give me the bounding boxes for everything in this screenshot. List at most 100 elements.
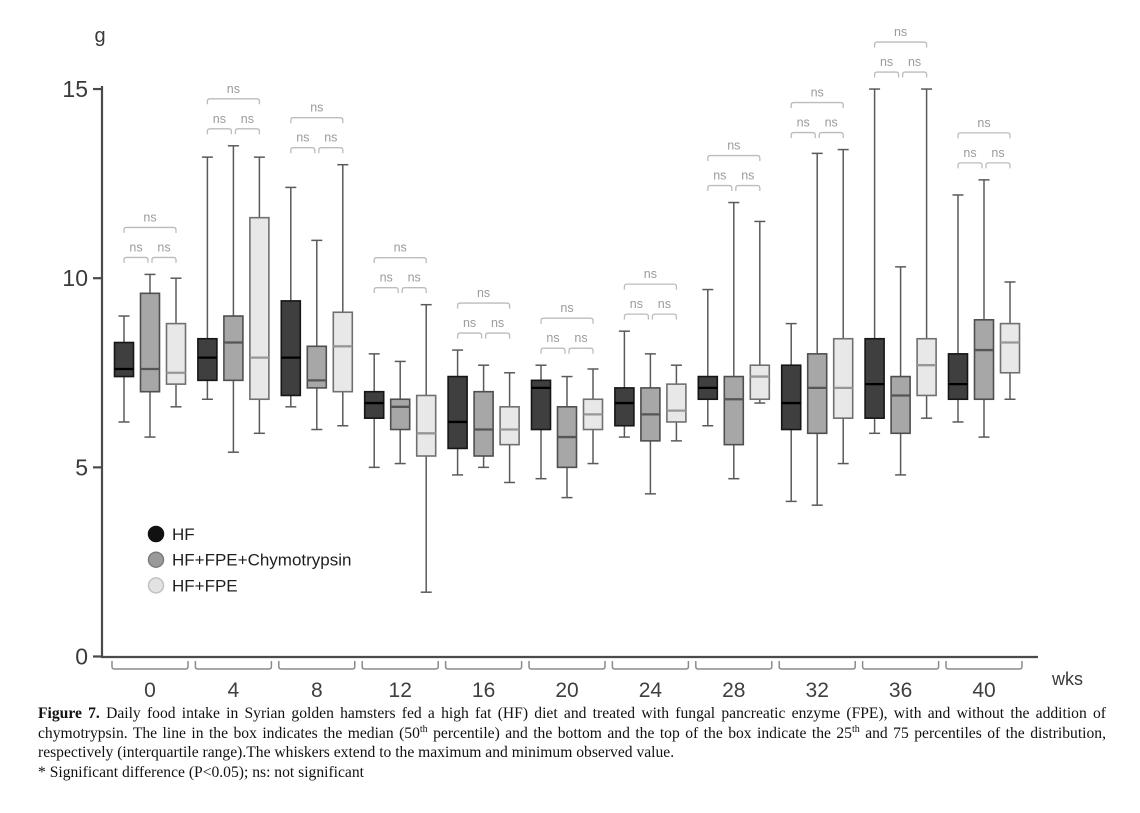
ns-label: ns — [546, 331, 559, 345]
iqr-box — [806, 353, 828, 435]
box-HF-wk20 — [530, 364, 552, 480]
axes — [93, 86, 1038, 659]
x-tick-label: 16 — [472, 679, 495, 702]
pair-bracket-right — [568, 347, 594, 354]
ns-label: ns — [658, 297, 671, 311]
y-tick-label: 10 — [62, 265, 88, 291]
box-HF-wk12 — [363, 353, 385, 469]
x-tick-label: 32 — [806, 679, 829, 702]
legend-item: HF+FPE+Chymotrypsin — [147, 551, 352, 570]
iqr-box — [415, 394, 437, 457]
box-HF-FPE-wk4 — [249, 156, 270, 435]
box-HF-wk8 — [280, 186, 302, 408]
box-HF-FPE-wk12 — [415, 303, 437, 593]
iqr-box — [306, 345, 328, 389]
box-HF-FPE-Chymotrypsin-wk12 — [389, 360, 411, 465]
significance-wk24 — [623, 283, 678, 320]
y-tick-label: 15 — [62, 76, 88, 102]
ns-label: ns — [977, 116, 990, 130]
ns-label: ns — [963, 146, 976, 160]
significance-wk16 — [456, 302, 511, 339]
ns-label: ns — [880, 55, 893, 69]
iqr-box — [723, 375, 745, 446]
pair-bracket-right — [818, 131, 844, 139]
box-HF-FPE-wk16 — [499, 372, 520, 484]
ns-label: ns — [713, 169, 726, 183]
legend-label: HF — [172, 525, 195, 544]
iqr-box — [389, 398, 411, 431]
ns-label: ns — [394, 241, 407, 255]
x-tick-label: 36 — [889, 679, 912, 702]
pair-bracket-left — [873, 71, 900, 78]
x-group-bracket — [194, 661, 273, 670]
significance-wk12 — [373, 257, 427, 294]
x-group-bracket — [528, 661, 606, 670]
overall-bracket — [623, 283, 678, 290]
overall-bracket — [873, 41, 928, 48]
iqr-box — [139, 292, 161, 393]
legend-label: HF+FPE — [172, 576, 238, 595]
y-tick-label: 5 — [75, 454, 88, 480]
ns-label: ns — [143, 210, 156, 224]
box-HF-FPE-Chymotrypsin-wk4 — [223, 145, 244, 453]
y-tick-label: 0 — [75, 644, 88, 670]
iqr-box — [749, 364, 771, 401]
pair-bracket-left — [456, 332, 483, 339]
box-HF-FPE-Chymotrypsin-wk36 — [890, 266, 911, 476]
ns-label: ns — [408, 271, 421, 285]
ns-label: ns — [727, 139, 740, 153]
pair-bracket-right — [318, 147, 344, 154]
ns-label: ns — [574, 331, 587, 345]
legend-item: HF+FPE — [147, 576, 238, 595]
figure-caption: Figure 7. Daily food intake in Syrian go… — [38, 704, 1106, 782]
pair-bracket-right — [484, 332, 511, 339]
legend-label: HF+FPE+Chymotrypsin — [172, 551, 352, 570]
ns-label: ns — [380, 271, 393, 285]
significance-wk0 — [123, 226, 177, 263]
x-tick-label: 24 — [639, 679, 663, 702]
iqr-box — [197, 337, 218, 382]
pair-bracket-left — [957, 162, 983, 169]
box-HF-FPE-Chymotrypsin-wk0 — [139, 273, 161, 438]
box-HF-wk16 — [447, 349, 468, 476]
ns-label: ns — [644, 267, 657, 281]
ns-label: ns — [241, 112, 254, 126]
box-HF-FPE-Chymotrypsin-wk24 — [640, 353, 661, 495]
significance-wk8 — [290, 117, 344, 154]
iqr-box — [832, 337, 854, 419]
box-HF-FPE-wk20 — [582, 368, 604, 465]
iqr-box — [280, 300, 302, 397]
iqr-box — [530, 379, 552, 431]
pair-bracket-right — [651, 313, 678, 320]
x-group-bracket — [695, 661, 773, 670]
box-HF-FPE-wk36 — [916, 88, 937, 419]
iqr-box — [666, 383, 687, 423]
legend-dot-3 — [147, 577, 165, 594]
pair-bracket-left — [623, 313, 650, 320]
ns-label: ns — [741, 169, 754, 183]
ns-label: ns — [894, 25, 907, 39]
x-group-bracket — [111, 661, 189, 670]
pair-bracket-right — [901, 71, 928, 78]
box-HF-FPE-Chymotrypsin-wk20 — [556, 375, 578, 499]
x-tick-label: 40 — [972, 679, 995, 702]
y-axis-unit-label: g — [94, 25, 105, 47]
ns-label: ns — [227, 82, 240, 96]
iqr-box — [973, 319, 995, 401]
box-HF-wk4 — [197, 156, 218, 401]
iqr-box — [864, 337, 885, 419]
iqr-box — [916, 337, 937, 397]
pair-bracket-left — [206, 128, 233, 135]
x-group-bracket — [444, 661, 523, 670]
pair-bracket-right — [401, 287, 427, 294]
box-HF-FPE-Chymotrypsin-wk40 — [973, 179, 995, 438]
legend-dot-2 — [147, 551, 165, 568]
x-group-bracket — [278, 661, 356, 670]
ns-label: ns — [296, 131, 309, 145]
iqr-box — [223, 315, 244, 382]
x-axis-unit-label: wks — [1051, 669, 1083, 689]
figure-caption-text: Figure 7. Daily food intake in Syrian go… — [38, 705, 1106, 761]
iqr-box — [614, 387, 635, 427]
ns-label: ns — [463, 316, 476, 330]
overall-bracket — [290, 117, 344, 124]
